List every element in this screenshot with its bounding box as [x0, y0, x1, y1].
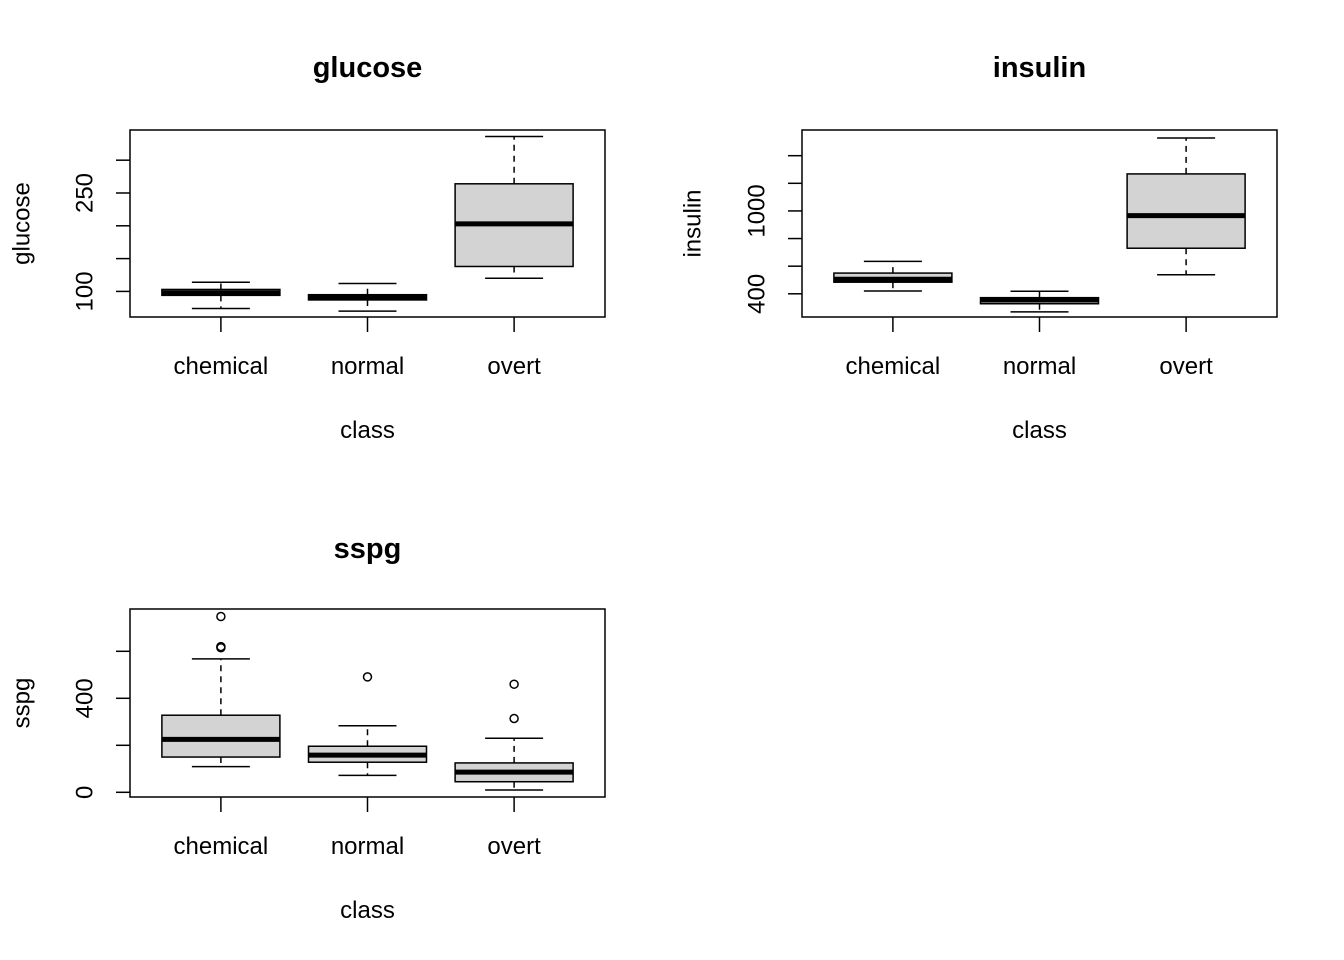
- y-tick-label: 400: [72, 678, 99, 718]
- x-tick-label-normal: normal: [1003, 353, 1076, 380]
- x-axis-label: class: [340, 897, 395, 924]
- box-chemical: [161, 611, 281, 768]
- y-tick-label: 250: [72, 173, 99, 213]
- x-axis-label: class: [340, 417, 395, 444]
- x-tick-label-chemical: chemical: [174, 833, 269, 860]
- box-normal: [979, 290, 1100, 313]
- box-chemical: [833, 260, 953, 292]
- chart-title: insulin: [993, 52, 1086, 84]
- y-tick-label: 0: [72, 786, 99, 799]
- box-normal: [307, 672, 428, 777]
- chart-title: sspg: [334, 533, 402, 565]
- y-axis-label: insulin: [680, 189, 707, 257]
- x-tick-label-overt: overt: [1159, 353, 1213, 380]
- outlier-point: [216, 611, 226, 622]
- box-chemical: [161, 281, 281, 310]
- iqr-box: [1126, 173, 1246, 249]
- outlier-point: [509, 679, 519, 689]
- iqr-box: [161, 714, 281, 758]
- x-tick-label-chemical: chemical: [846, 353, 941, 380]
- x-axis-label: class: [1012, 417, 1067, 444]
- box-overt: [454, 135, 574, 280]
- x-tick-label-overt: overt: [487, 833, 541, 860]
- y-axis-label: sspg: [9, 678, 36, 729]
- x-tick-label-normal: normal: [331, 353, 404, 380]
- y-axis-label: glucose: [9, 182, 36, 265]
- box-normal: [307, 282, 428, 312]
- x-tick-label-normal: normal: [331, 833, 404, 860]
- box-overt: [1126, 137, 1246, 276]
- chart-title: glucose: [313, 52, 423, 84]
- x-tick-label-chemical: chemical: [174, 353, 269, 380]
- y-tick-label: 100: [72, 271, 99, 311]
- y-tick-label: 1000: [744, 184, 771, 237]
- x-tick-label-overt: overt: [487, 353, 541, 380]
- outlier-point: [362, 672, 373, 682]
- outlier-point: [216, 641, 226, 652]
- panel-sspg: sspg 0 400 sspg class chemical normal overt: [9, 533, 606, 924]
- panel-insulin: insulin 400 1000 insulin class chemical normal…: [680, 52, 1278, 444]
- y-tick-label: 400: [744, 274, 771, 314]
- outlier-point: [509, 713, 519, 724]
- box-overt: [454, 679, 574, 791]
- panel-glucose: glucose 100 250 glucose class chemical normal o…: [9, 52, 606, 444]
